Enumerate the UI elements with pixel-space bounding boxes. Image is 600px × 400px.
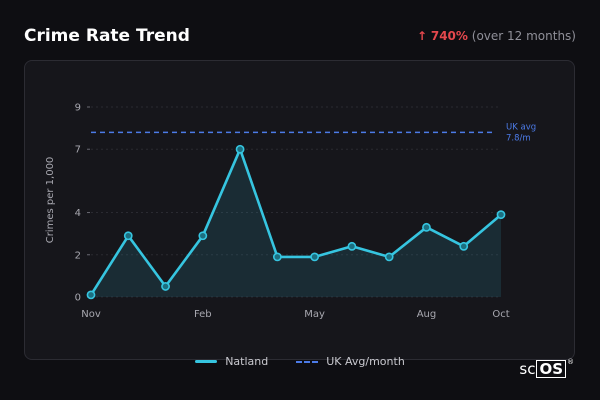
change-summary: ↑ 740% (over 12 months) (417, 29, 576, 43)
legend-swatch-dashed-icon (296, 360, 319, 363)
data-point-feb[interactable] (198, 231, 208, 241)
y-tick-label: 7 (75, 145, 81, 156)
data-point-oct[interactable] (496, 210, 506, 220)
series-line-natland (89, 147, 503, 297)
data-point-jun[interactable] (347, 241, 357, 251)
y-tick-label: 4 (75, 208, 81, 219)
brand-text: sc (519, 360, 536, 378)
brand-logo: sc OS ® (519, 358, 574, 378)
data-point-mar[interactable] (235, 144, 245, 154)
data-point-jan[interactable] (161, 282, 170, 291)
uk-average-value-label: 7.8/m (506, 133, 531, 143)
data-point-sep[interactable] (459, 241, 469, 251)
series-area-fill (91, 149, 501, 297)
y-axis-label: Crimes per 1,000 (45, 157, 56, 244)
x-tick-label: May (304, 309, 325, 320)
chart-title: Crime Rate Trend (24, 26, 190, 46)
change-percent: 740% (430, 29, 468, 43)
y-tick-label: 9 (75, 103, 81, 114)
legend-item-uk-avg[interactable]: UK Avg/month (296, 355, 405, 368)
legend-swatch-solid-icon (195, 360, 218, 363)
x-tick-label: Oct (492, 309, 509, 320)
data-point-nov[interactable] (86, 290, 96, 300)
increase-arrow-icon: ↑ (416, 29, 428, 43)
y-axis-ticks: 0 2 4 7 9 (75, 103, 90, 304)
data-point-jul[interactable] (384, 252, 394, 262)
chart-card (24, 60, 575, 360)
legend-item-natland[interactable]: Natland (195, 355, 268, 368)
legend-label-uk-avg: UK Avg/month (326, 355, 405, 368)
y-tick-label: 2 (75, 250, 81, 261)
uk-average-label: UK avg (506, 122, 536, 132)
gridlines (91, 106, 501, 298)
registered-mark: ® (567, 358, 574, 366)
brand-boxed-text: OS (536, 360, 566, 378)
y-tick-label: 0 (75, 293, 81, 304)
change-period: (over 12 months) (471, 29, 576, 43)
data-point-dec[interactable] (123, 231, 133, 241)
data-point-aug[interactable] (422, 222, 431, 232)
x-tick-label: Aug (417, 309, 437, 320)
legend-label-natland: Natland (225, 355, 269, 368)
series-points (86, 144, 506, 300)
x-tick-label: Nov (81, 309, 101, 320)
data-point-apr[interactable] (272, 252, 282, 262)
chart-legend: Natland UK Avg/month (0, 355, 600, 368)
data-point-may[interactable] (310, 252, 320, 262)
x-tick-label: Feb (194, 309, 212, 320)
x-axis-ticks: Nov Feb May Aug Oct (81, 309, 509, 320)
